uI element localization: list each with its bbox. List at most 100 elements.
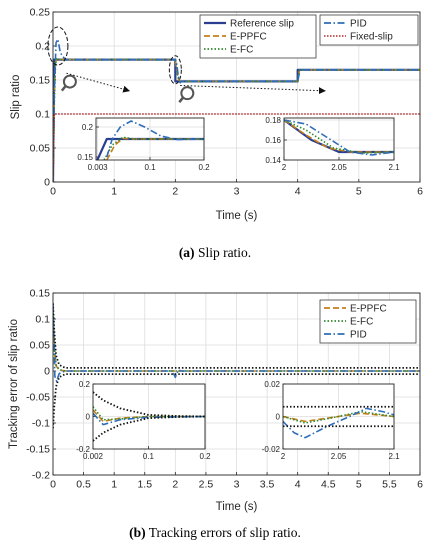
x-tick-label: 5.5 — [382, 479, 397, 491]
series-line-e-ppfc — [106, 137, 204, 160]
x-tick-label: 5 — [356, 479, 362, 491]
x-tick-label: 4.5 — [321, 479, 336, 491]
caption-a-text: Slip ratio. — [197, 245, 252, 260]
y-tick-label: 0.2 — [35, 41, 50, 53]
legend-entry: E-FC — [350, 317, 373, 328]
x-tick-label: 2 — [172, 186, 178, 198]
x-tick-label: 0.1 — [143, 452, 155, 461]
magnifier-icon — [62, 74, 77, 89]
legend-entry: E-FC — [230, 45, 253, 56]
x-tick-label: 5 — [356, 186, 362, 198]
inset-1: 0.002 0.1 0.2 -0.2 0 0.2 — [76, 380, 211, 461]
x-tick-label: 2.1 — [388, 163, 400, 172]
x-tick-label: 1 — [111, 479, 117, 491]
x-tick-label: 0 — [50, 479, 56, 491]
series-line-pid — [284, 119, 394, 156]
series-line-bound — [93, 391, 205, 418]
x-tick-label: 6 — [417, 479, 423, 491]
x-tick-label: 0.1 — [144, 163, 156, 172]
x-tick-label: 6 — [417, 186, 423, 198]
y-tick-label: 0.18 — [265, 116, 281, 125]
y-tick-label: 0.1 — [35, 314, 50, 326]
x-tick-label: 0.002 — [83, 452, 104, 461]
series-line-bound — [53, 373, 420, 429]
x-tick-label: 1 — [111, 186, 117, 198]
y-tick-label: -0.2 — [76, 445, 90, 454]
x-tick-label: 2 — [172, 479, 178, 491]
x-tick-label: 2.05 — [331, 163, 347, 172]
legend-entry: E-PPFC — [350, 304, 387, 315]
y-tick-label: 0.16 — [265, 136, 281, 145]
inset-2: 2 2.05 2.1 0.14 0.16 0.18 — [265, 116, 400, 172]
y-tick-label: 0.05 — [30, 143, 51, 155]
x-axis-label: Time (s) — [216, 210, 258, 222]
legend-box — [319, 14, 419, 46]
y-tick-label: -0.02 — [262, 445, 281, 454]
series-line-e-fc — [103, 136, 204, 160]
x-tick-label: 4 — [295, 479, 301, 491]
y-tick-label: -0.2 — [32, 470, 50, 482]
x-tick-label: 2 — [282, 163, 287, 172]
series-line-bound — [93, 415, 205, 442]
y-tick-label: 0 — [86, 412, 91, 421]
inset-frame — [95, 117, 205, 161]
x-tick-label: 3 — [234, 186, 240, 198]
legend-entry: PID — [350, 19, 367, 30]
y-tick-label: -0.15 — [26, 444, 50, 456]
plot-frame — [52, 11, 421, 183]
y-tick-label: 0.15 — [30, 288, 51, 300]
y-tick-label: 0.25 — [30, 7, 51, 19]
series-line-pid — [283, 407, 394, 439]
x-tick-label: 4 — [295, 186, 301, 198]
y-axis-label: Tracking error of slip ratio — [8, 319, 20, 449]
series-line-e-ppfc — [93, 409, 205, 423]
zoom-ellipse-2 — [168, 55, 182, 85]
y-tick-label: 0.15 — [30, 75, 51, 87]
y-tick-label: 0.15 — [77, 153, 93, 162]
plot-frame — [52, 292, 421, 476]
caption-a: (a) Slip ratio. — [0, 245, 430, 261]
y-tick-label: 0.2 — [79, 380, 91, 389]
zoom-ellipse-1 — [47, 26, 69, 66]
x-tick-label: 2 — [281, 452, 286, 461]
x-tick-label: 0.003 — [88, 163, 109, 172]
series-line-e-fc — [284, 119, 394, 154]
chart-slip-ratio: 0 1 2 3 4 5 6 0 0.05 0.1 0.15 0.2 0.25 Time (s) Slip r… — [10, 7, 423, 222]
y-tick-label: 0.1 — [35, 109, 50, 121]
y-tick-label: 0 — [44, 177, 50, 189]
series-line-bound — [53, 303, 420, 369]
y-tick-label: -0.05 — [26, 392, 50, 404]
x-axis-label: Time (s) — [216, 501, 258, 513]
x-tick-label: 0.2 — [198, 163, 210, 172]
x-tick-label: 3 — [234, 479, 240, 491]
x-tick-label: 2.1 — [388, 452, 400, 461]
magnifier-icon-handle — [178, 96, 185, 103]
inset-frame — [283, 117, 395, 161]
inset-frame — [282, 383, 395, 450]
caption-b: (b) Tracking errors of slip ratio. — [0, 525, 430, 541]
x-tick-label: 3.5 — [260, 479, 275, 491]
y-tick-label: -0.1 — [32, 418, 50, 430]
x-tick-label: 2.05 — [331, 452, 347, 461]
legend-entry: PID — [350, 330, 367, 341]
y-tick-label: 0 — [276, 412, 281, 421]
y-tick-label: 0 — [44, 366, 50, 378]
caption-a-label: (a) — [178, 245, 195, 260]
inset-frame — [92, 383, 206, 450]
series-line-reference-slip — [53, 58, 420, 182]
x-tick-label: 0 — [50, 186, 56, 198]
x-tick-label: 0.2 — [199, 452, 211, 461]
chart-tracking-error: 0 0.5 1 1.5 2 2.5 3 3.5 4 4.5 5 5.5 6 -0.2 -0.15 -0.1 -0… — [8, 288, 423, 513]
series-line-pid — [53, 303, 420, 383]
x-tick-label: 2.5 — [199, 479, 214, 491]
legend-entry: Fixed-slip — [350, 32, 393, 43]
series-line-e-fc — [283, 410, 394, 424]
x-tick-label: 1.5 — [137, 479, 152, 491]
x-tick-label: 0.5 — [76, 479, 91, 491]
legend-entry: E-PPFC — [230, 32, 267, 43]
magnifier-icon-handle — [60, 84, 67, 92]
caption-b-text: Tracking errors of slip ratio. — [148, 525, 301, 540]
y-tick-label: 0.02 — [264, 380, 280, 389]
y-tick-label: 0.05 — [30, 340, 51, 352]
